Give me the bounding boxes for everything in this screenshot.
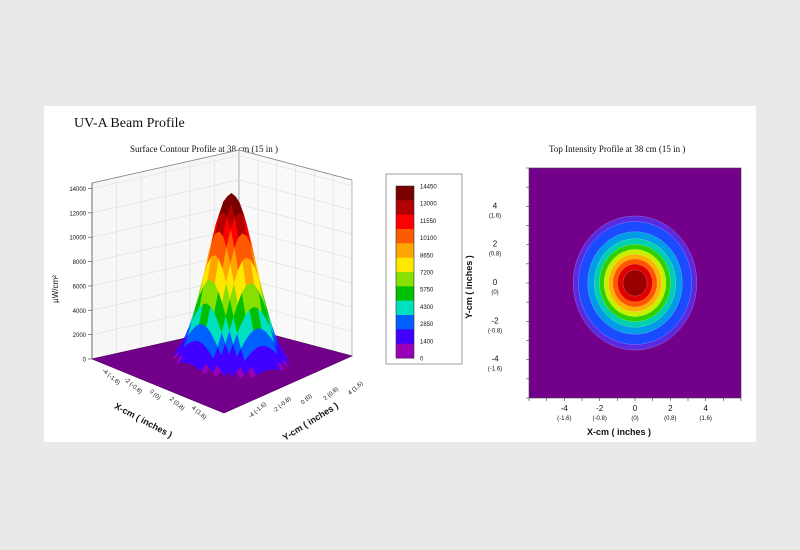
- z-tick-label: 8000: [73, 260, 87, 266]
- colorbar-label: 13000: [420, 202, 437, 208]
- heatmap-y-tick-label: -2: [491, 316, 499, 325]
- x-tick-label: -2 (-0.8): [123, 377, 143, 395]
- colorbar-segment: [396, 214, 414, 230]
- z-axis-title: µW/cm²: [51, 275, 60, 303]
- colorbar-label: 11550: [420, 219, 437, 225]
- heatmap-axes: -4 (-1.6) -2 (-0.8) 0 (0) 2 (0.8) 4 (1.6) 4 (1.6) 2 (…: [464, 167, 742, 437]
- heatmap-y-tick-label: 4: [493, 201, 498, 210]
- surface-patch: [239, 374, 249, 385]
- x-tick-label: 4 (1.6): [190, 405, 207, 421]
- heatmap-y-tick-label: 2: [493, 240, 498, 249]
- heatmap-x-tick-label: 2: [668, 404, 673, 413]
- surface-patch: [216, 371, 225, 383]
- colorbar-label: 4300: [420, 305, 434, 311]
- colorbar-segment: [396, 272, 414, 287]
- heatmap-x-tick-sublabel: (-1.6): [557, 416, 571, 422]
- colorbar-label: 5750: [420, 288, 434, 294]
- chart-canvas: 02000400060008000100001200014000µW/cm²-4…: [51, 149, 742, 442]
- heatmap-x-tick-label: 0: [633, 404, 638, 413]
- colorbar-border: [395, 185, 415, 359]
- colorbar-label: 0: [420, 357, 424, 363]
- heatmap-x-axis-title: X-cm ( inches ): [587, 427, 651, 437]
- x-tick-label: -4 (-1.6): [101, 368, 121, 386]
- heatmap-y-tick-sublabel: (-1.6): [488, 367, 502, 373]
- box-top-edge: [91, 149, 353, 184]
- colorbar-segment: [396, 329, 414, 345]
- chart-panel: UV-A Beam Profile Surface Contour Profil…: [44, 106, 756, 442]
- z-tick-label: 14000: [69, 187, 86, 193]
- colorbar-segment: [396, 315, 414, 330]
- colorbar-segment: [396, 200, 414, 216]
- x-tick-label: 0 (0): [148, 389, 161, 402]
- heatmap-x-tick-label: 4: [703, 404, 708, 413]
- colorbar-segment: [396, 243, 414, 259]
- colorbar-label: 1400: [420, 339, 434, 345]
- heatmap-x-tick-label: -2: [596, 404, 604, 413]
- y-tick-label: -2 (-0.8): [272, 396, 292, 414]
- y-axis-title: Y-cm ( inches ): [281, 400, 340, 442]
- colorbar-label: 10100: [420, 236, 437, 242]
- colorbar-label: 2850: [420, 322, 434, 328]
- heatmap-y-tick-sublabel: (0.8): [489, 252, 501, 258]
- y-tick-label: 4 (1.6): [347, 381, 364, 397]
- colorbar-segment: [396, 300, 414, 316]
- z-tick-label: 6000: [73, 284, 87, 290]
- z-tick-label: 2000: [73, 333, 87, 339]
- surface-patch: [251, 375, 261, 385]
- heatmap-x-tick-sublabel: (0.8): [664, 416, 676, 422]
- heatmap-y-axis-title: Y-cm ( inches ): [464, 255, 474, 319]
- heatmap-x-tick-label: -4: [561, 404, 569, 413]
- heatmap-contour: [622, 269, 648, 297]
- colorbar-segment: [396, 186, 414, 201]
- heatmap-y-tick-sublabel: (1.6): [489, 213, 501, 219]
- colorbar-segment: [396, 257, 414, 273]
- colorbar-segment: [396, 229, 414, 244]
- z-tick-label: 4000: [73, 309, 87, 315]
- z-tick-label: 12000: [69, 211, 86, 217]
- y-tick-label: 2 (0.8): [323, 386, 340, 402]
- heatmap-x-tick-sublabel: (0): [631, 416, 638, 422]
- surface-box-front: [91, 149, 353, 359]
- colorbar-label: 8650: [420, 253, 434, 259]
- x-axis-title: X-cm ( inches ): [113, 401, 174, 440]
- y-tick-label: -4 (-1.6): [248, 402, 268, 420]
- colorbar-segment: [396, 286, 414, 302]
- surface-mesh: [167, 192, 295, 385]
- heatmap-y-tick-sublabel: (0): [491, 290, 498, 296]
- heatmap-chart-title: Top Intensity Profile at 38 cm (15 in ): [549, 144, 686, 154]
- heatmap-y-tick-label: -4: [491, 355, 499, 364]
- heatmap-x-tick-sublabel: (1.6): [699, 416, 711, 422]
- heatmap-y-tick-label: 0: [493, 278, 498, 287]
- x-tick-label: 2 (0.8): [168, 396, 185, 412]
- heatmap-y-tick-sublabel: (-0.8): [488, 328, 502, 334]
- heatmap: [529, 168, 741, 398]
- page-title: UV-A Beam Profile: [74, 116, 185, 131]
- surface-chart-title: Surface Contour Profile at 38 cm (15 in …: [130, 144, 278, 154]
- colorbar-label: 7200: [420, 271, 434, 277]
- colorbar: 14450 13000 11550 10100 8650 7200 5750 4300 2850…: [385, 173, 463, 365]
- colorbar-segment: [396, 343, 414, 359]
- z-tick-label: 0: [83, 358, 87, 364]
- colorbar-label: 14450: [420, 185, 437, 191]
- y-tick-label: 0 (0): [300, 393, 313, 406]
- z-tick-label: 10000: [69, 236, 86, 242]
- heatmap-x-tick-sublabel: (-0.8): [592, 416, 606, 422]
